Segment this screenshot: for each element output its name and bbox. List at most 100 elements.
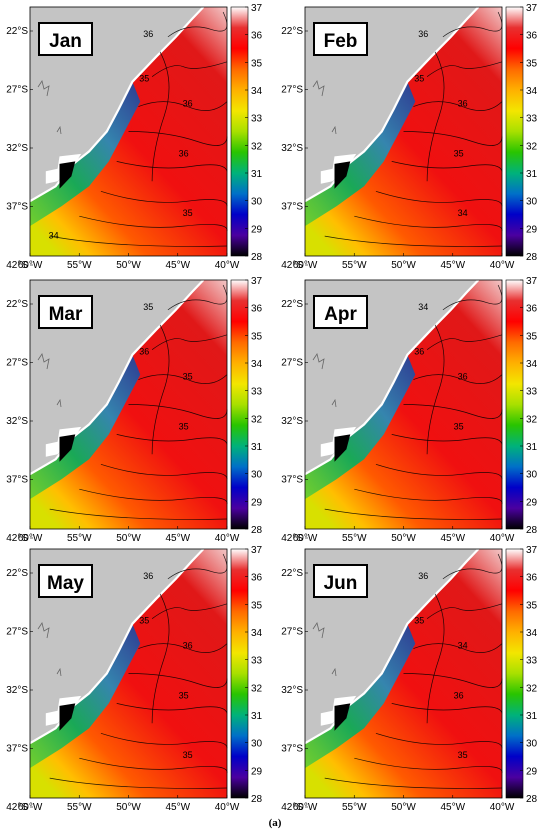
contour-line <box>128 673 228 688</box>
contour-line <box>138 374 228 384</box>
contour-line <box>426 51 445 182</box>
contour-label: 35 <box>179 421 189 431</box>
colorbar <box>230 279 249 530</box>
x-tick-label: 45°W <box>440 533 465 544</box>
colorbar-tick-label: 37 <box>526 3 538 14</box>
map-panel-feb: 36 35 36 35 34 Feb 22°S 27°S 32°S 37°S 42°S60°W 55°… <box>281 3 537 271</box>
colorbar-tick-label: 37 <box>526 545 538 556</box>
x-tick-label: 45°W <box>165 533 190 544</box>
contour-line <box>413 101 503 111</box>
colorbar-tick-label: 28 <box>526 794 538 805</box>
colorbar-tick-label: 35 <box>251 600 263 611</box>
contour-line <box>426 334 503 350</box>
y-tick-label: 32°S <box>281 685 303 696</box>
contour-label: 36 <box>179 148 189 158</box>
contour-label: 35 <box>454 148 464 158</box>
x-tick-label: 55°W <box>342 260 367 271</box>
y-tick-label: 22°S <box>6 26 28 37</box>
colorbar-tick-label: 29 <box>526 766 538 777</box>
contour-label: 34 <box>418 302 428 312</box>
y-tick-label: 27°S <box>6 358 28 369</box>
contour-line <box>49 235 228 247</box>
colorbar-tick-label: 32 <box>526 414 538 425</box>
x-tick-label: 60°W <box>293 260 318 271</box>
y-tick-label: 42°S <box>6 260 28 271</box>
contour-line <box>354 757 503 774</box>
contour-label: 35 <box>179 690 189 700</box>
colorbar-tick-label: 29 <box>526 224 538 235</box>
x-tick-label: 45°W <box>440 802 465 813</box>
contour-line <box>79 215 228 232</box>
contour-label: 36 <box>458 372 468 382</box>
contour-label: 36 <box>139 347 149 357</box>
colorbar-tick-label: 37 <box>251 545 263 556</box>
x-tick-label: 50°W <box>391 260 416 271</box>
contour-line <box>354 488 503 505</box>
colorbar-tick-label: 34 <box>251 628 263 639</box>
colorbar-tick-label: 34 <box>526 86 538 97</box>
contour-line <box>413 643 503 653</box>
map-panel-jan: 36 35 36 36 35 34 Jan 22°S 27°S 32°S 37°S 42°S60°W 5… <box>6 3 262 271</box>
colorbar-tick-label: 28 <box>251 252 263 263</box>
colorbar-tick-label: 35 <box>526 331 538 342</box>
contour-label: 35 <box>183 750 193 760</box>
contour-line <box>391 703 503 714</box>
contour-line <box>79 757 228 774</box>
coastal-water <box>305 623 416 769</box>
x-tick-label: 40°W <box>490 260 515 271</box>
y-tick-label: 32°S <box>6 416 28 427</box>
colorbar-tick-label: 34 <box>526 359 538 370</box>
colorbar-tick-label: 34 <box>526 628 538 639</box>
colorbar-tick-label: 36 <box>251 304 263 315</box>
colorbar-tick-label: 29 <box>251 766 263 777</box>
contour-line <box>426 593 445 724</box>
colorbar-tick-label: 32 <box>526 683 538 694</box>
y-tick-label: 37°S <box>281 475 303 486</box>
y-tick-label: 32°S <box>6 143 28 154</box>
contour-line <box>151 51 170 182</box>
colorbar-tick-label: 31 <box>251 169 263 180</box>
colorbar-tick-label: 34 <box>251 86 263 97</box>
colorbar-tick-label: 36 <box>251 31 263 42</box>
colorbar-tick-label: 36 <box>526 31 538 42</box>
month-label: Jan <box>49 31 82 52</box>
contour-line <box>79 488 228 505</box>
contour-line <box>151 593 170 724</box>
colorbar-tick-label: 29 <box>526 497 538 508</box>
colorbar <box>230 548 249 799</box>
month-label-box <box>38 22 93 56</box>
contour-label: 34 <box>458 208 468 218</box>
colorbar-tick-label: 33 <box>251 387 263 398</box>
colorbar-tick-label: 28 <box>526 525 538 536</box>
x-tick-label: 45°W <box>440 260 465 271</box>
x-tick-label: 55°W <box>67 260 92 271</box>
y-tick-label: 27°S <box>281 85 303 96</box>
contour-line <box>413 374 503 384</box>
contour-line <box>151 603 228 619</box>
x-tick-label: 45°W <box>165 802 190 813</box>
month-label: Apr <box>324 304 357 325</box>
y-tick-label: 42°S <box>281 533 303 544</box>
colorbar <box>505 6 524 257</box>
colorbar-tick-label: 33 <box>251 656 263 667</box>
colorbar-tick-label: 30 <box>526 197 538 208</box>
colorbar <box>505 279 524 530</box>
month-label: Jun <box>324 573 358 594</box>
colorbar-tick-label: 33 <box>526 656 538 667</box>
contour-label: 36 <box>183 99 193 109</box>
x-tick-label: 40°W <box>490 802 515 813</box>
contour-line <box>100 732 228 749</box>
colorbar-tick-label: 32 <box>251 683 263 694</box>
contour-line <box>100 463 228 480</box>
contour-label: 35 <box>139 74 149 84</box>
x-tick-label: 50°W <box>116 260 141 271</box>
x-tick-label: 50°W <box>391 533 416 544</box>
contour-label: 35 <box>143 302 153 312</box>
contour-line <box>426 61 503 77</box>
month-label-box <box>38 295 93 329</box>
colorbar-tick-label: 30 <box>251 470 263 481</box>
month-label-box <box>38 564 93 598</box>
contour-line <box>324 777 503 789</box>
map-panel-apr: 34 36 36 35 Apr 22°S 27°S 32°S 37°S 42°S60°W 55°W 5… <box>281 276 537 544</box>
y-tick-label: 42°S <box>281 802 303 813</box>
